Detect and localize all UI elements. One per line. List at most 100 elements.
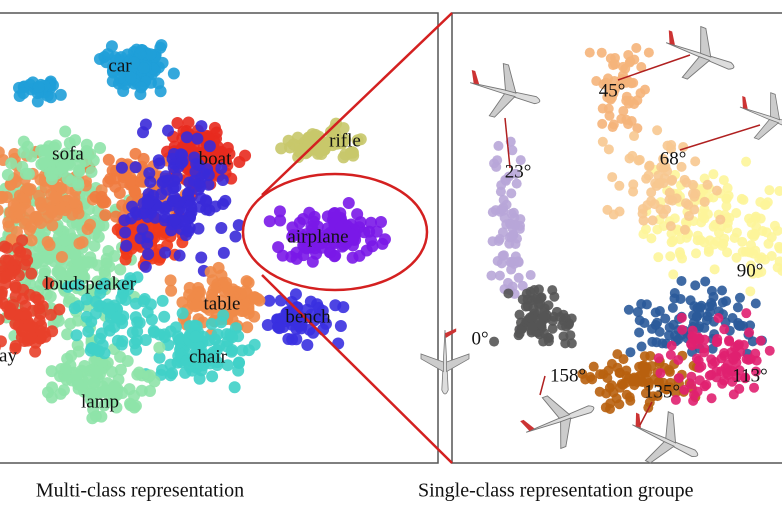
airplane-icon xyxy=(665,25,735,80)
point xyxy=(188,151,201,164)
point xyxy=(706,393,717,404)
point xyxy=(517,294,528,305)
point xyxy=(0,204,4,216)
point xyxy=(169,321,182,334)
point xyxy=(184,199,197,212)
point xyxy=(608,60,619,71)
point xyxy=(506,264,517,275)
point xyxy=(139,334,152,347)
point xyxy=(21,334,34,347)
point xyxy=(666,340,677,351)
point xyxy=(724,336,735,347)
point xyxy=(232,219,245,232)
point xyxy=(228,381,241,394)
point xyxy=(45,173,58,186)
point xyxy=(636,299,647,310)
point xyxy=(664,364,675,375)
point xyxy=(756,252,767,263)
point xyxy=(10,254,23,267)
airplane-wing xyxy=(420,353,470,373)
point xyxy=(632,306,643,317)
point xyxy=(17,135,30,148)
point xyxy=(83,218,96,231)
point xyxy=(721,296,732,307)
point xyxy=(616,113,627,124)
point xyxy=(68,247,81,260)
point xyxy=(182,116,195,129)
point xyxy=(215,222,228,235)
point xyxy=(673,354,684,365)
point xyxy=(129,161,142,174)
point xyxy=(734,365,745,376)
arrow xyxy=(504,117,511,169)
point xyxy=(712,337,723,348)
point xyxy=(204,354,217,367)
point xyxy=(9,340,22,353)
point xyxy=(645,350,656,361)
point xyxy=(728,389,739,400)
point xyxy=(275,142,288,155)
point xyxy=(25,267,38,280)
cluster-label: sofa xyxy=(52,143,84,164)
point xyxy=(159,170,172,183)
point xyxy=(588,361,599,372)
point xyxy=(89,295,102,308)
point xyxy=(721,201,732,212)
point xyxy=(248,291,261,304)
point xyxy=(653,252,664,263)
point xyxy=(56,161,69,174)
point xyxy=(26,321,39,334)
point xyxy=(755,197,766,208)
point xyxy=(57,150,70,163)
point xyxy=(191,340,204,353)
point xyxy=(365,216,378,229)
airplane-tail xyxy=(445,328,457,338)
point xyxy=(42,277,55,290)
point xyxy=(615,79,626,90)
point xyxy=(711,185,722,196)
point xyxy=(556,320,567,331)
point xyxy=(642,200,653,211)
point xyxy=(677,324,688,335)
point xyxy=(692,386,703,397)
point xyxy=(0,146,5,158)
arrow xyxy=(539,375,546,396)
point xyxy=(58,234,71,247)
point xyxy=(719,348,730,359)
point xyxy=(629,131,640,142)
point xyxy=(711,366,722,377)
point xyxy=(125,212,138,225)
labels: car sofa boat rifle airplane loudspeaker table… xyxy=(0,55,768,501)
point xyxy=(625,395,636,406)
angle-label: 0° xyxy=(471,328,488,349)
point xyxy=(625,95,636,106)
point xyxy=(670,394,681,405)
point xyxy=(205,318,218,331)
point xyxy=(49,139,62,152)
point xyxy=(750,211,761,222)
point xyxy=(32,293,45,306)
point xyxy=(527,321,538,332)
point xyxy=(687,188,698,199)
point xyxy=(603,73,614,84)
point xyxy=(721,193,732,204)
point xyxy=(731,208,742,219)
point xyxy=(667,302,678,313)
point xyxy=(59,362,72,375)
point xyxy=(533,284,544,295)
point xyxy=(216,173,229,186)
point xyxy=(339,223,352,236)
point xyxy=(248,338,261,351)
right-scatter xyxy=(486,42,782,415)
point xyxy=(324,246,337,259)
point xyxy=(110,311,123,324)
point xyxy=(603,144,614,155)
point xyxy=(596,47,607,58)
zoom-line xyxy=(261,274,453,464)
cluster-label: car xyxy=(108,55,132,76)
point xyxy=(659,383,670,394)
point xyxy=(701,315,712,326)
point xyxy=(182,225,195,238)
point xyxy=(755,335,766,346)
left-scatter xyxy=(0,39,391,425)
